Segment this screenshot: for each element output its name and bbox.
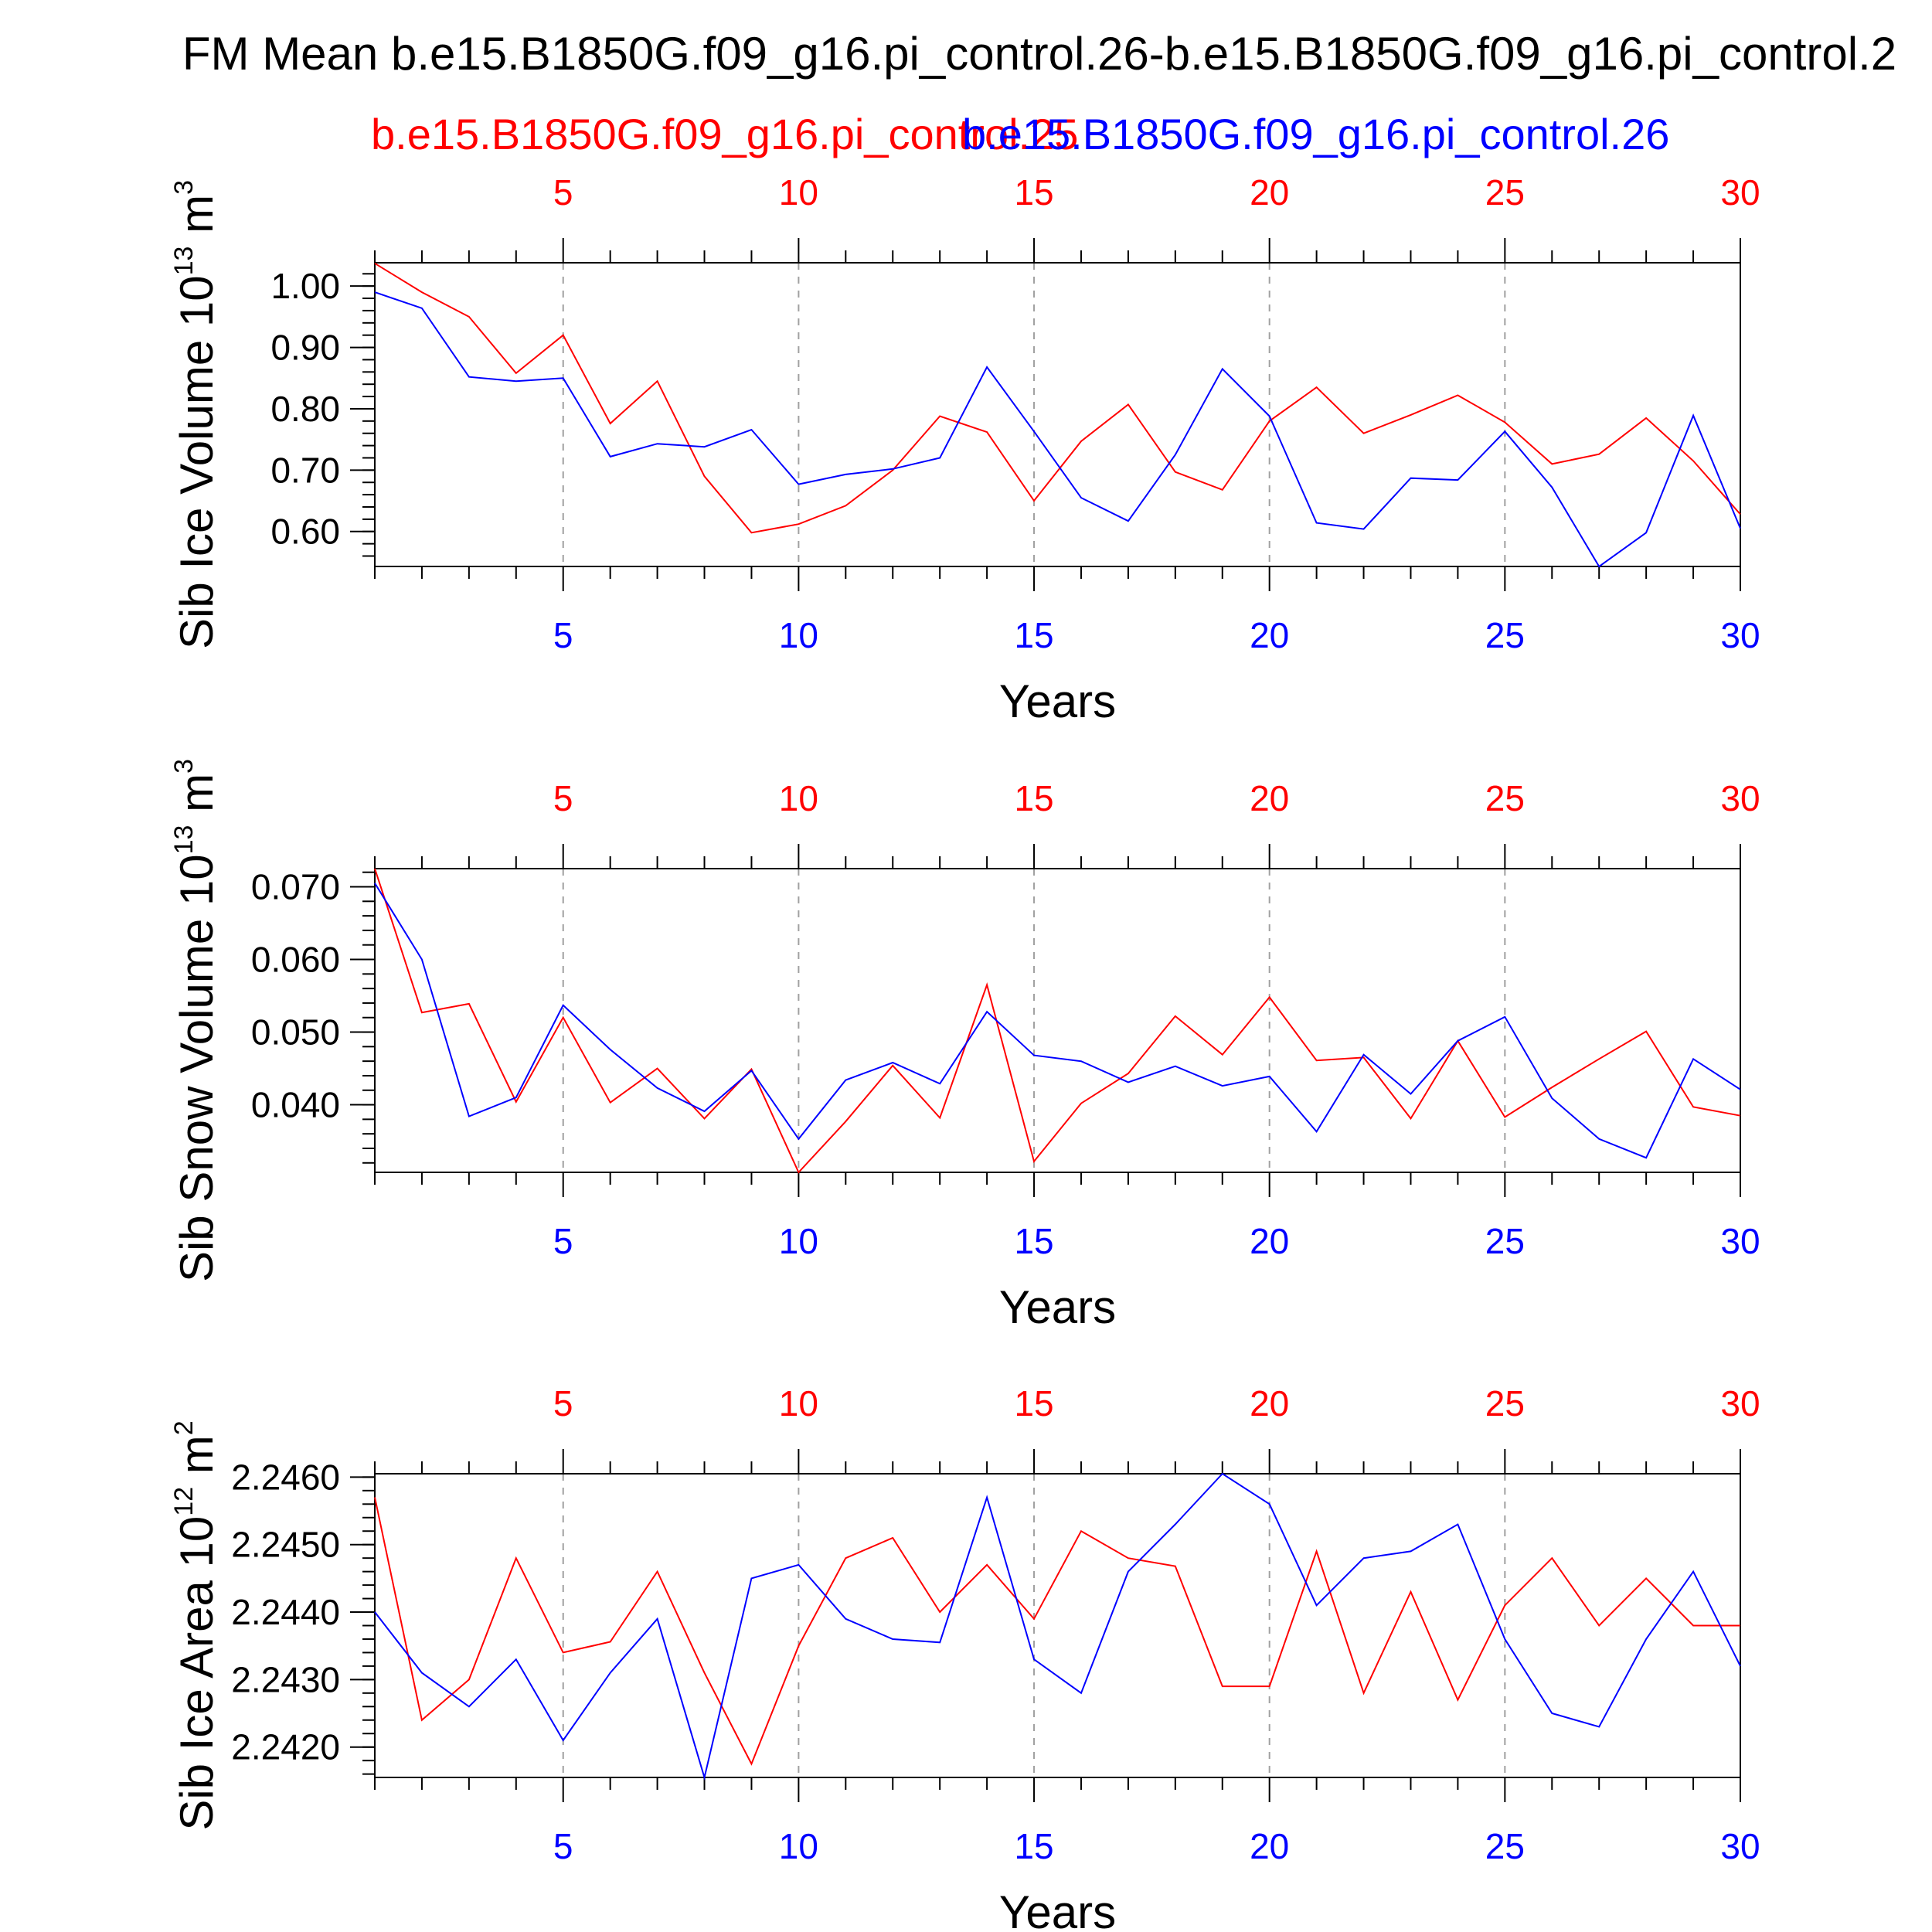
y-tick-label: 2.2450	[231, 1525, 340, 1565]
y-tick-label: 1.00	[270, 266, 340, 306]
y-tick-label: 2.2460	[231, 1457, 340, 1497]
plot-frame	[374, 868, 1741, 1173]
y-tick-label: 0.80	[270, 389, 340, 429]
bottom-x-tick-label: 20	[1250, 1221, 1289, 1261]
top-x-tick-label: 20	[1250, 778, 1289, 818]
x-axis-label: Years	[999, 1886, 1116, 1932]
top-x-tick-label: 5	[553, 1383, 573, 1423]
y-tick-label: 0.060	[251, 940, 340, 980]
y-tick-label: 0.050	[251, 1012, 340, 1053]
panel-1: 5 5 10 10 15 15 20 20 25 25 30 30 0.60 0.70 0.80 0.90 1.…	[169, 172, 1760, 727]
bottom-x-tick-label: 10	[779, 615, 818, 655]
bottom-x-tick-label: 10	[779, 1221, 818, 1261]
bottom-x-tick-label: 30	[1720, 1826, 1760, 1866]
top-x-tick-label: 20	[1250, 172, 1289, 213]
legend-red-label: b.e15.B1850G.f09_g16.pi_control.25	[371, 110, 1078, 158]
top-x-tick-label: 25	[1485, 172, 1525, 213]
series-line-red	[374, 1497, 1740, 1766]
panel-2: 5 5 10 10 15 15 20 20 25 25 30 30 0.040 0.050 0.060 0.0…	[169, 759, 1760, 1333]
top-x-tick-label: 10	[779, 778, 818, 818]
y-tick-label: 2.2430	[231, 1659, 340, 1699]
bottom-x-tick-label: 25	[1485, 1826, 1525, 1866]
bottom-x-tick-label: 20	[1250, 1826, 1289, 1866]
top-x-tick-label: 30	[1720, 172, 1760, 213]
top-x-tick-label: 25	[1485, 778, 1525, 818]
bottom-x-tick-label: 30	[1720, 615, 1760, 655]
panels-group: 5 5 10 10 15 15 20 20 25 25 30 30 0.60 0.70 0.80 0.90 1.…	[169, 172, 1760, 1932]
y-axis-label: Sib Ice Volume 1013 m3	[169, 180, 223, 649]
bottom-x-tick-label: 20	[1250, 615, 1289, 655]
top-x-tick-label: 15	[1014, 778, 1053, 818]
top-x-tick-label: 30	[1720, 778, 1760, 818]
y-tick-label: 0.60	[270, 512, 340, 552]
bottom-x-tick-label: 5	[553, 1221, 573, 1261]
top-x-tick-label: 15	[1014, 1383, 1053, 1423]
top-x-tick-label: 5	[553, 172, 573, 213]
x-axis-label: Years	[999, 1281, 1116, 1333]
bottom-x-tick-label: 5	[553, 1826, 573, 1866]
series-line-red	[374, 868, 1741, 1174]
y-tick-label: 2.2420	[231, 1727, 340, 1767]
y-tick-label: 0.070	[251, 867, 340, 907]
bottom-x-tick-label: 25	[1485, 615, 1525, 655]
y-tick-label: 0.70	[270, 450, 340, 490]
top-x-tick-label: 20	[1250, 1383, 1289, 1423]
panel-3: 5 5 10 10 15 15 20 20 25 25 30 30 2.2420 2.2430 2.2440…	[169, 1383, 1760, 1932]
bottom-x-tick-label: 25	[1485, 1221, 1525, 1261]
chart-title: FM Mean b.e15.B1850G.f09_g16.pi_control.…	[182, 28, 1896, 80]
top-x-tick-label: 30	[1720, 1383, 1760, 1423]
top-x-tick-label: 5	[553, 778, 573, 818]
y-tick-label: 0.90	[270, 328, 340, 368]
bottom-x-tick-label: 5	[553, 615, 573, 655]
bottom-x-tick-label: 15	[1014, 615, 1053, 655]
top-x-tick-label: 10	[779, 172, 818, 213]
y-axis-label: Sib Snow Volume 1013 m3	[169, 759, 223, 1282]
bottom-x-tick-label: 30	[1720, 1221, 1760, 1261]
plot-frame	[374, 1473, 1741, 1778]
series-line-blue	[374, 883, 1741, 1159]
x-axis-label: Years	[999, 675, 1116, 727]
top-x-tick-label: 10	[779, 1383, 818, 1423]
top-x-tick-label: 15	[1014, 172, 1053, 213]
series-line-blue	[374, 291, 1741, 568]
series-line-blue	[374, 1472, 1741, 1781]
y-tick-label: 0.040	[251, 1085, 340, 1125]
series-line-red	[374, 262, 1741, 534]
y-tick-label: 2.2440	[231, 1592, 340, 1632]
top-x-tick-label: 25	[1485, 1383, 1525, 1423]
bottom-x-tick-label: 15	[1014, 1826, 1053, 1866]
legend-blue-label: b.e15.B1850G.f09_g16.pi_control.26	[962, 110, 1669, 158]
bottom-x-tick-label: 15	[1014, 1221, 1053, 1261]
plot-frame	[374, 262, 1741, 567]
y-axis-label: Sib Ice Area 1012 m2	[169, 1420, 223, 1830]
bottom-x-tick-label: 10	[779, 1826, 818, 1866]
